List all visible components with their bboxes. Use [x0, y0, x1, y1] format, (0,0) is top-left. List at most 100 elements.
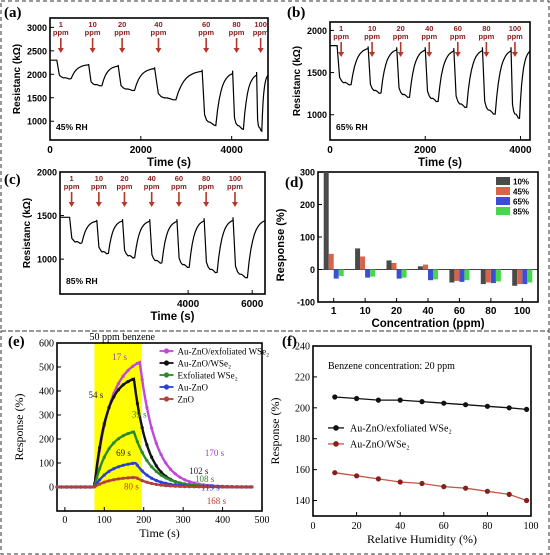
y-tick-label: 2000 [307, 26, 327, 36]
data-point [83, 485, 87, 489]
data-point [69, 485, 73, 489]
bar [417, 266, 423, 270]
panel-label: (d) [285, 175, 303, 191]
ppm-unit: ppm [144, 182, 160, 191]
bar [391, 263, 397, 270]
data-point [116, 437, 121, 441]
ppm-unit: ppm [114, 28, 130, 37]
y-tick-label: 300 [300, 168, 315, 178]
x-tick-label: 4000 [221, 145, 244, 156]
legend-marker [163, 372, 170, 378]
bar [480, 269, 486, 285]
data-point [135, 401, 139, 406]
ppm-label: 40 [148, 174, 156, 183]
data-point [140, 479, 144, 483]
y-axis-label: Resistanc (kΩ) [292, 46, 303, 116]
legend-marker [163, 384, 170, 390]
x-axis-label: Time (s) [139, 526, 180, 540]
bar [396, 269, 402, 279]
y-tick-label: 180 [295, 434, 310, 445]
data-point [159, 470, 163, 474]
data-point [441, 400, 447, 406]
legend-marker [333, 425, 339, 431]
panel-label: (c) [4, 172, 21, 188]
ppm-unit: ppm [253, 28, 269, 37]
data-point [145, 458, 149, 463]
ppm-unit: ppm [450, 32, 466, 41]
arrow-head [511, 52, 518, 57]
response-curve [57, 360, 254, 489]
x-axis-label: Concentration (ppm) [371, 318, 484, 330]
bar [401, 269, 407, 278]
legend-marker [163, 360, 170, 366]
x-tick-label: 60 [454, 306, 466, 317]
data-point [107, 479, 111, 483]
arrow-head [483, 52, 490, 57]
x-tick-label: 1 [331, 306, 337, 317]
data-point [121, 434, 125, 438]
data-point [164, 476, 168, 480]
data-point [107, 469, 111, 473]
legend-label: Au-ZnO/WSe₂ [350, 439, 410, 450]
panel-a: 0 2000 4000 1000 1500 2000 2500 3000 Time (s) Res… [12, 17, 269, 169]
arrow-head [397, 52, 404, 57]
data-point [354, 473, 360, 479]
data-point [107, 406, 111, 410]
data-point [244, 485, 248, 489]
bar [423, 264, 428, 270]
ppm-unit: ppm [53, 28, 69, 37]
plot-frame [49, 17, 269, 141]
bar [522, 269, 528, 285]
y-tick-label: 1000 [37, 255, 57, 265]
ppm-label: 20 [118, 20, 126, 29]
data-point [419, 480, 425, 487]
data-point [197, 485, 201, 489]
bar [338, 269, 344, 276]
data-point [178, 484, 182, 488]
x-tick-label: 0 [327, 145, 333, 156]
ppm-unit: ppm [364, 32, 380, 41]
y-tick-label: 1500 [37, 211, 57, 221]
x-tick-label: 80 [482, 521, 492, 532]
data-point [112, 395, 116, 399]
bar [370, 269, 376, 277]
y-tick-label: 500 [39, 363, 54, 374]
ppm-label: 100 [254, 20, 267, 29]
y-axis-label: Response (%) [275, 208, 287, 281]
data-point [173, 472, 177, 476]
x-axis-label: Relative Humidity (%) [367, 532, 477, 546]
data-point [140, 378, 144, 382]
panel-label: (b) [287, 5, 305, 21]
ppm-label: 100 [509, 24, 522, 33]
y-axis-label: Resistanc (kΩ) [22, 198, 33, 268]
legend-label: ZnO [178, 395, 195, 405]
data-point [112, 478, 116, 482]
y-axis-label: Response (%) [268, 398, 282, 465]
ppm-unit: ppm [393, 32, 409, 41]
bar [365, 269, 371, 278]
data-point [131, 430, 135, 434]
legend-label: Exfoliated WSe₂ [178, 371, 238, 381]
arrow-head [454, 52, 461, 57]
data-point [332, 470, 338, 476]
data-point [235, 485, 239, 489]
data-point [126, 380, 130, 384]
arrow-head [121, 202, 128, 207]
x-tick-label: 80 [485, 306, 497, 317]
bar [527, 269, 533, 283]
humidity-annotation: 45% RH [56, 122, 88, 132]
x-axis-label: Time (s) [147, 157, 191, 169]
bottom-panels-frame [0, 330, 550, 555]
ppm-label: 80 [202, 174, 210, 183]
data-point [173, 484, 177, 488]
data-point [249, 485, 253, 489]
data-point [154, 478, 158, 483]
x-tick-label: 20 [352, 521, 362, 532]
data-point [183, 485, 187, 489]
x-tick-label: 10 [360, 306, 372, 317]
y-tick-label: 220 [295, 372, 310, 383]
data-point [131, 377, 135, 381]
data-point [159, 483, 163, 487]
legend-swatch [496, 207, 510, 215]
